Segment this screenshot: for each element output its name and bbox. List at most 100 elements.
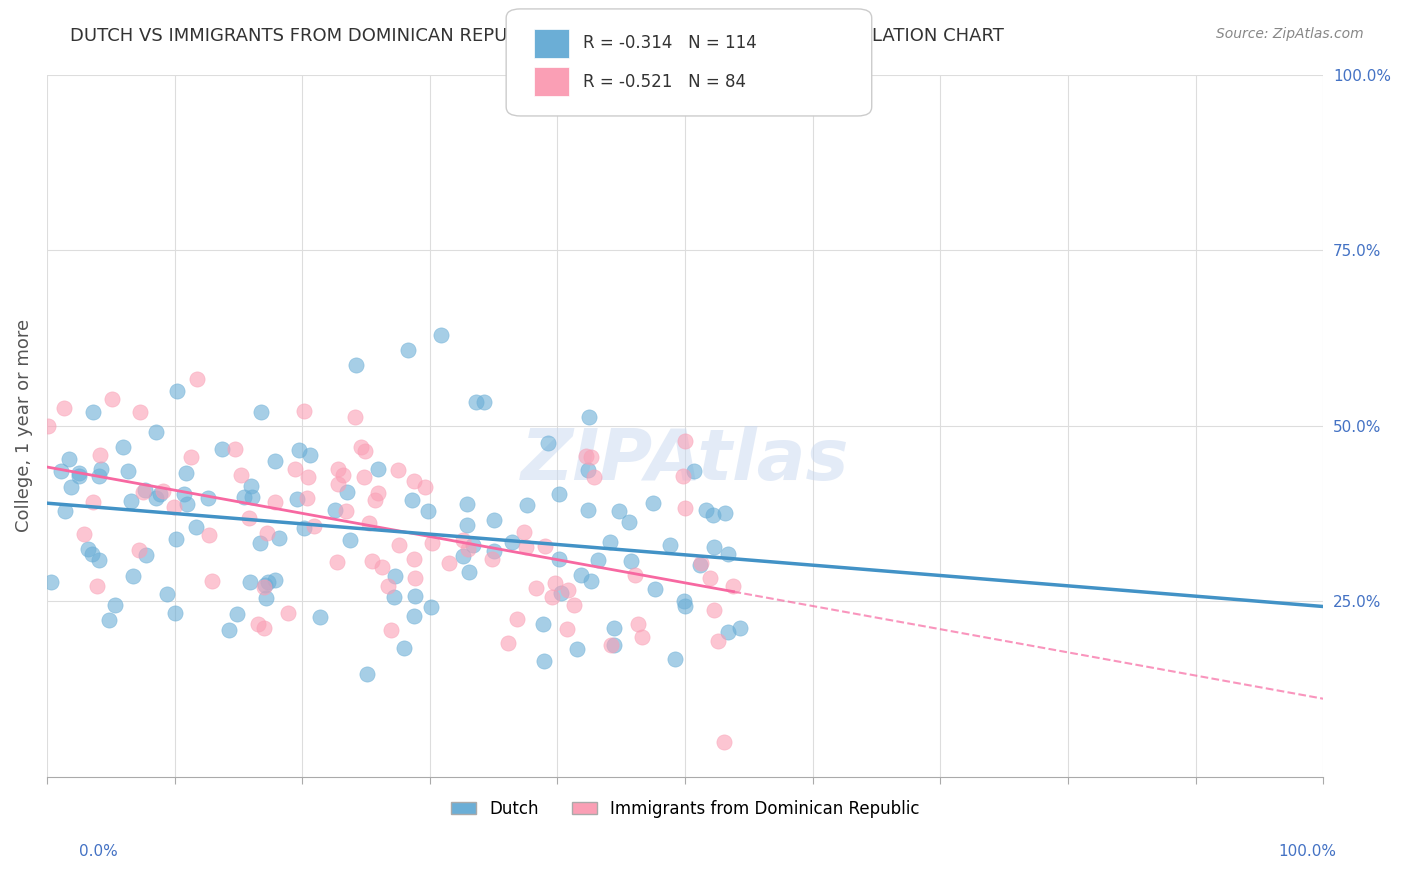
Point bbox=[512, 524, 534, 539]
Point bbox=[524, 582, 547, 596]
Point bbox=[287, 442, 309, 457]
Point bbox=[658, 538, 681, 552]
Point bbox=[706, 634, 728, 648]
Point bbox=[416, 504, 439, 518]
Point bbox=[675, 500, 697, 515]
Point bbox=[505, 612, 527, 626]
Text: R = -0.521   N = 84: R = -0.521 N = 84 bbox=[583, 73, 747, 91]
Point bbox=[599, 534, 621, 549]
Point bbox=[703, 540, 725, 554]
Point bbox=[89, 469, 111, 483]
Point bbox=[550, 586, 572, 600]
Point bbox=[579, 450, 602, 465]
Point bbox=[533, 654, 555, 668]
Point bbox=[420, 536, 443, 550]
Point bbox=[60, 480, 83, 494]
Point bbox=[465, 394, 488, 409]
Point bbox=[253, 621, 276, 635]
Point bbox=[451, 533, 474, 548]
Point bbox=[404, 552, 426, 566]
Point bbox=[377, 579, 399, 593]
Point bbox=[575, 449, 598, 463]
Point bbox=[69, 466, 91, 480]
Point bbox=[544, 575, 567, 590]
Point bbox=[145, 491, 167, 505]
Point bbox=[249, 536, 271, 550]
Point bbox=[201, 574, 224, 589]
Point bbox=[689, 557, 711, 571]
Point bbox=[644, 582, 666, 596]
Point bbox=[456, 517, 478, 532]
Point bbox=[149, 487, 172, 501]
Text: 100.0%: 100.0% bbox=[1278, 845, 1337, 859]
Point bbox=[249, 405, 271, 419]
Point bbox=[120, 494, 142, 508]
Point bbox=[135, 548, 157, 562]
Point bbox=[269, 531, 291, 545]
Point bbox=[516, 498, 538, 512]
Point bbox=[482, 543, 505, 558]
Point bbox=[238, 511, 260, 525]
Point bbox=[80, 547, 103, 561]
Point bbox=[603, 638, 626, 652]
Point bbox=[567, 641, 589, 656]
Point bbox=[702, 508, 724, 522]
Point bbox=[263, 495, 285, 509]
Point bbox=[364, 493, 387, 508]
Point bbox=[37, 418, 59, 433]
Point bbox=[254, 591, 277, 605]
Point bbox=[484, 513, 506, 527]
Point bbox=[339, 533, 361, 548]
Point bbox=[128, 542, 150, 557]
Point bbox=[609, 504, 631, 518]
Point bbox=[145, 425, 167, 440]
Point bbox=[323, 503, 346, 517]
Point bbox=[673, 434, 696, 448]
Point bbox=[180, 450, 202, 464]
Point bbox=[328, 462, 350, 476]
Point bbox=[387, 462, 409, 476]
Point bbox=[402, 609, 425, 624]
Point bbox=[578, 409, 600, 424]
Point bbox=[292, 521, 315, 535]
Point bbox=[304, 519, 326, 533]
Point bbox=[292, 404, 315, 418]
Point bbox=[51, 464, 73, 478]
Point bbox=[184, 520, 207, 534]
Point bbox=[155, 587, 177, 601]
Point bbox=[134, 483, 156, 498]
Point bbox=[367, 485, 389, 500]
Text: ZIPAtlas: ZIPAtlas bbox=[520, 426, 849, 495]
Point bbox=[295, 491, 318, 505]
Point bbox=[404, 571, 426, 585]
Point bbox=[298, 448, 321, 462]
Point bbox=[717, 547, 740, 561]
Text: R = -0.314   N = 114: R = -0.314 N = 114 bbox=[583, 34, 758, 52]
Point bbox=[285, 492, 308, 507]
Point bbox=[547, 487, 569, 501]
Point bbox=[683, 464, 706, 478]
Point bbox=[402, 474, 425, 488]
Point bbox=[437, 557, 460, 571]
Point bbox=[392, 640, 415, 655]
Point bbox=[583, 470, 606, 484]
Point bbox=[332, 467, 354, 482]
Point bbox=[328, 476, 350, 491]
Point bbox=[396, 343, 419, 358]
Point bbox=[104, 598, 127, 612]
Point bbox=[39, 574, 62, 589]
Point bbox=[498, 635, 520, 649]
Point bbox=[401, 492, 423, 507]
Point bbox=[277, 606, 299, 620]
Point bbox=[536, 435, 558, 450]
Point bbox=[620, 554, 643, 568]
Point bbox=[641, 495, 664, 509]
Point bbox=[388, 538, 411, 552]
Point bbox=[152, 483, 174, 498]
Point bbox=[672, 594, 695, 608]
Point bbox=[218, 623, 240, 637]
Point bbox=[226, 607, 249, 621]
Point bbox=[335, 503, 357, 517]
Point bbox=[240, 490, 263, 504]
Point bbox=[600, 638, 623, 652]
